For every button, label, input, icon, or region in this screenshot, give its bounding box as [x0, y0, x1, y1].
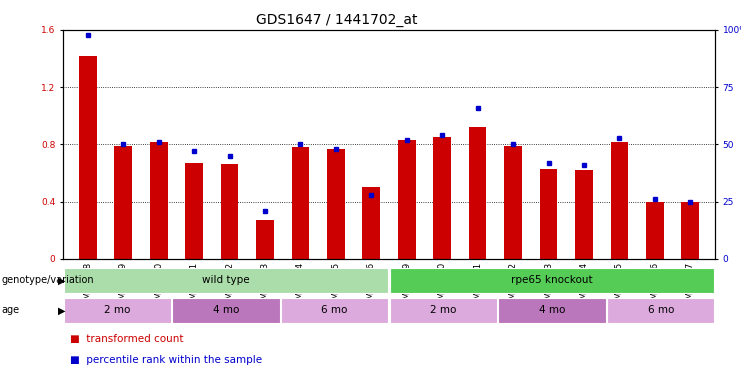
Bar [611, 141, 628, 259]
Text: GDS1647 / 1441702_at: GDS1647 / 1441702_at [256, 13, 418, 27]
Bar [499, 298, 605, 323]
Bar [173, 298, 279, 323]
Text: age: age [1, 305, 19, 315]
Text: 2 mo: 2 mo [104, 305, 130, 315]
Text: rpe65 knockout: rpe65 knockout [511, 275, 593, 285]
Text: 4 mo: 4 mo [213, 305, 239, 315]
Text: ■  percentile rank within the sample: ■ percentile rank within the sample [70, 355, 262, 365]
Bar [469, 127, 487, 259]
Bar [327, 148, 345, 259]
Text: genotype/variation: genotype/variation [1, 275, 94, 285]
Bar [390, 268, 714, 293]
Bar [607, 298, 714, 323]
Text: 6 mo: 6 mo [322, 305, 348, 315]
Bar [398, 140, 416, 259]
Text: ▶: ▶ [58, 305, 65, 315]
Bar [64, 268, 388, 293]
Bar [114, 146, 132, 259]
Text: 4 mo: 4 mo [539, 305, 565, 315]
Bar [291, 147, 309, 259]
Bar [539, 169, 557, 259]
Bar [433, 137, 451, 259]
Bar [150, 141, 167, 259]
Text: 6 mo: 6 mo [648, 305, 674, 315]
Bar [64, 298, 171, 323]
Bar [682, 202, 699, 259]
Bar [281, 298, 388, 323]
Bar [256, 220, 274, 259]
Text: ▶: ▶ [58, 275, 65, 285]
Bar [646, 202, 664, 259]
Bar [79, 56, 96, 259]
Bar [575, 170, 593, 259]
Bar [362, 187, 380, 259]
Bar [390, 298, 497, 323]
Text: 2 mo: 2 mo [431, 305, 456, 315]
Bar [504, 146, 522, 259]
Text: wild type: wild type [202, 275, 250, 285]
Text: ■  transformed count: ■ transformed count [70, 334, 184, 344]
Bar [185, 163, 203, 259]
Bar [221, 164, 239, 259]
